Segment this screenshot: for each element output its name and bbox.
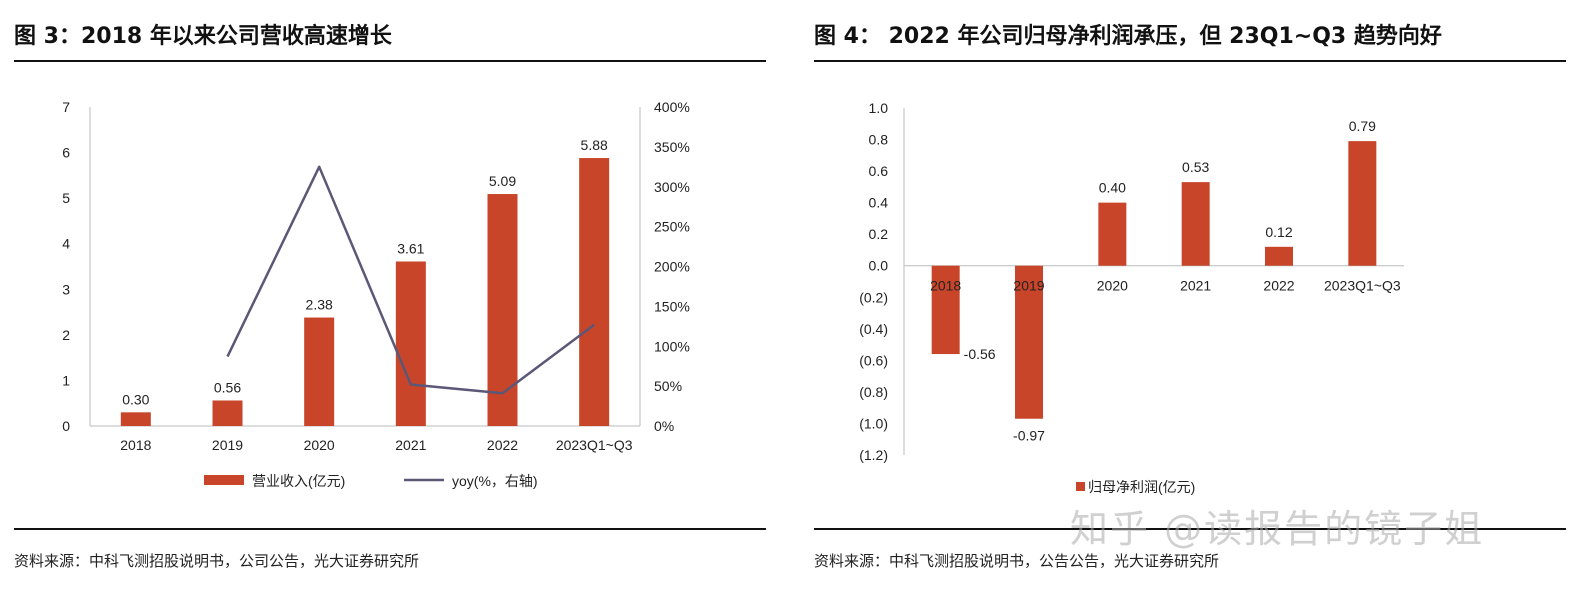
- y-tick-label: 0.8: [869, 132, 889, 148]
- source-note: 资料来源：中科飞测招股说明书，公告公告，光大证券研究所: [814, 552, 1220, 570]
- data-label: 5.09: [489, 173, 516, 189]
- bar: [1098, 202, 1127, 266]
- data-label: 0.53: [1182, 159, 1209, 175]
- y2-tick-label: 250%: [654, 219, 690, 235]
- data-label: -0.97: [1013, 428, 1045, 444]
- data-label: 0.56: [214, 379, 241, 395]
- data-label: 3.61: [397, 240, 424, 256]
- legend-line-label: yoy(%，右轴): [452, 473, 538, 489]
- y-tick-label: 0.2: [869, 226, 889, 242]
- y-tick-label: (0.8): [859, 384, 888, 400]
- revenue-figure-panel: 图 3：2018 年以来公司营收高速增长 0 1 2 3 4 5 6 7 0% 50% 100% 15…: [14, 0, 766, 591]
- x-tick-label: 2020: [304, 437, 335, 453]
- bar: [395, 261, 426, 426]
- bar: [212, 400, 243, 426]
- y2-tick-label: 0%: [654, 418, 674, 434]
- y-tick-label: (0.4): [859, 321, 888, 337]
- x-tick-label: 2022: [487, 437, 518, 453]
- source-divider: [814, 528, 1566, 530]
- bar: [931, 265, 960, 355]
- x-tick-label: 2018: [120, 437, 151, 453]
- x-tick-label: 2023Q1~Q3: [556, 437, 633, 453]
- y-tick-label: (1.2): [859, 447, 888, 463]
- bar: [1015, 265, 1043, 419]
- y-tick-label: 4: [62, 236, 70, 252]
- y-tick-label: 0.0: [869, 258, 889, 274]
- source-note: 资料来源：中科飞测招股说明书，公司公告，光大证券研究所: [14, 552, 420, 570]
- revenue-chart: 0 1 2 3 4 5 6 7 0% 50% 100% 150% 200% 250% 300% 350% 400…: [62, 99, 690, 489]
- yoy-line: [226, 165, 595, 395]
- y-tick-label: 7: [62, 99, 70, 115]
- y2-tick-label: 350%: [654, 139, 690, 155]
- y2-tick-label: 400%: [654, 99, 690, 115]
- data-label: 0.30: [122, 391, 149, 407]
- data-label: 0.12: [1265, 224, 1292, 240]
- net-profit-figure-panel: 图 4： 2022 年公司归母净利润承压，但 23Q1~Q3 趋势向好 (1.2…: [814, 0, 1566, 591]
- x-tick-label: 2021: [1180, 278, 1211, 294]
- x-tick-label: 2022: [1263, 278, 1294, 294]
- data-label: 2.38: [306, 297, 333, 313]
- bar: [579, 158, 610, 426]
- legend-bar-swatch: [204, 475, 244, 485]
- y-tick-label: 5: [62, 190, 70, 206]
- bar: [120, 412, 151, 426]
- y-tick-label: 0.4: [869, 195, 889, 211]
- legend-bar-label: 营业收入(亿元): [252, 473, 345, 489]
- figure-title: 图 3：2018 年以来公司营收高速增长: [14, 24, 392, 49]
- title-divider: [814, 60, 1566, 62]
- bar: [1348, 141, 1377, 266]
- y-tick-label: 0.6: [869, 163, 889, 179]
- x-tick-label: 2023Q1~Q3: [1324, 278, 1401, 294]
- y-tick-label: 1: [62, 372, 70, 388]
- y-tick-label: 1.0: [869, 100, 889, 116]
- y-tick-label: 0: [62, 418, 70, 434]
- y2-tick-label: 300%: [654, 179, 690, 195]
- data-label: 0.79: [1349, 118, 1376, 134]
- y2-tick-label: 150%: [654, 298, 690, 314]
- watermark: 知乎 @读报告的镜子姐: [1070, 507, 1485, 551]
- source-divider: [14, 528, 766, 530]
- legend-bar-label: 归母净利润(亿元): [1088, 479, 1195, 495]
- x-tick-label: 2019: [212, 437, 243, 453]
- y2-tick-label: 100%: [654, 338, 690, 354]
- data-label: 0.40: [1099, 180, 1126, 196]
- data-label: -0.56: [964, 346, 996, 362]
- figure-title: 图 4： 2022 年公司归母净利润承压，但 23Q1~Q3 趋势向好: [814, 24, 1442, 49]
- title-divider: [14, 60, 766, 62]
- net-profit-chart: (1.2)(1.0)(0.8)(0.6)(0.4)(0.2)0.00.20.40…: [859, 100, 1404, 495]
- y-tick-label: 2: [62, 327, 70, 343]
- y-tick-label: 6: [62, 145, 70, 161]
- bar: [1181, 182, 1210, 266]
- y-tick-label: (0.2): [859, 289, 888, 305]
- y-tick-label: (0.6): [859, 352, 888, 368]
- x-tick-label: 2020: [1097, 278, 1128, 294]
- y-tick-label: (1.0): [859, 415, 888, 431]
- x-tick-label: 2018: [930, 278, 961, 294]
- data-label: 5.88: [581, 137, 608, 153]
- y-tick-label: 3: [62, 281, 70, 297]
- y2-tick-label: 50%: [654, 378, 682, 394]
- bar: [1265, 246, 1293, 266]
- y2-tick-label: 200%: [654, 259, 690, 275]
- x-tick-label: 2021: [395, 437, 426, 453]
- bar: [304, 317, 335, 426]
- x-tick-label: 2019: [1013, 278, 1044, 294]
- legend-bar-swatch: [1076, 482, 1085, 491]
